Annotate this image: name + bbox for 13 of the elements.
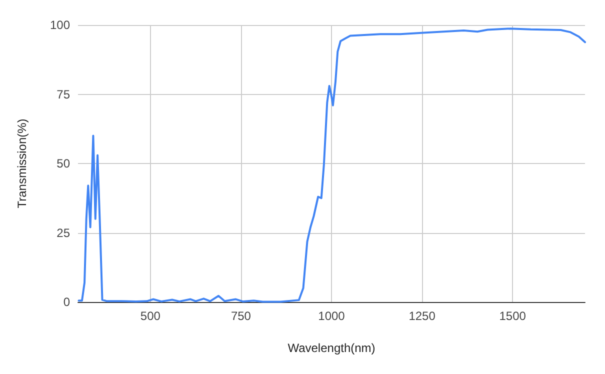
y-tick-label: 0 bbox=[63, 295, 70, 309]
x-tick-label: 500 bbox=[140, 309, 161, 323]
x-tick-label: 1250 bbox=[408, 309, 436, 323]
x-tick-label: 1500 bbox=[499, 309, 526, 323]
y-tick-label: 25 bbox=[56, 226, 70, 240]
y-tick-label: 75 bbox=[56, 87, 70, 102]
line-series bbox=[78, 28, 586, 303]
y-axis-title: Transmission(%) bbox=[15, 118, 29, 208]
y-tick-label: 100 bbox=[50, 18, 70, 32]
x-tick-label: 750 bbox=[230, 309, 252, 323]
y-tick-label: 50 bbox=[56, 156, 70, 170]
x-axis-title: Wavelength(nm) bbox=[288, 341, 376, 355]
x-tick-label: 1000 bbox=[318, 309, 346, 323]
